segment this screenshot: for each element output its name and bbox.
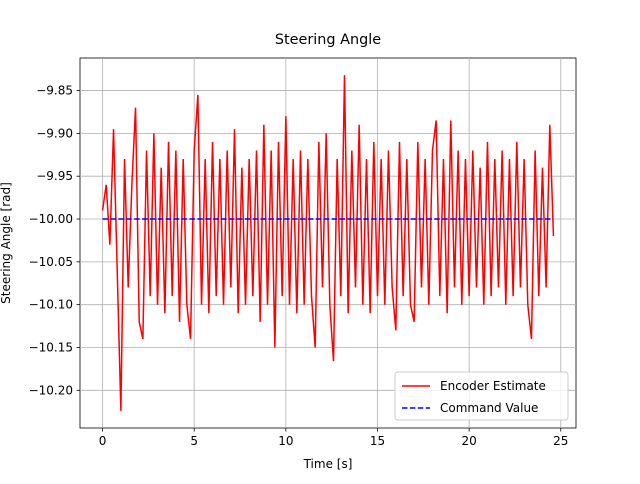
y-tick-label: −10.10: [29, 298, 73, 312]
x-tick-label: 5: [190, 434, 198, 448]
y-tick-label: −9.85: [36, 84, 73, 98]
legend-label: Encoder Estimate: [440, 379, 546, 393]
x-tick-label: 10: [278, 434, 293, 448]
x-tick-label: 15: [370, 434, 385, 448]
y-tick-label: −10.05: [29, 255, 73, 269]
series-line: [101, 75, 555, 411]
legend-box: [394, 371, 569, 421]
x-axis-label: Time [s]: [303, 457, 353, 471]
x-tick-label: 20: [461, 434, 476, 448]
legend-label: Command Value: [440, 401, 538, 415]
y-axis-label: Steering Angle [rad]: [0, 182, 13, 304]
chart-title: Steering Angle: [275, 32, 381, 48]
y-tick-label: −9.90: [36, 126, 73, 140]
y-tick-label: −10.00: [29, 212, 73, 226]
plot-frame: [79, 57, 577, 429]
x-tick-label: 25: [553, 434, 568, 448]
y-tick-label: −10.20: [29, 383, 73, 397]
y-tick-label: −10.15: [29, 340, 73, 354]
x-tick-label: 0: [99, 434, 107, 448]
y-tick-label: −9.95: [36, 169, 73, 183]
